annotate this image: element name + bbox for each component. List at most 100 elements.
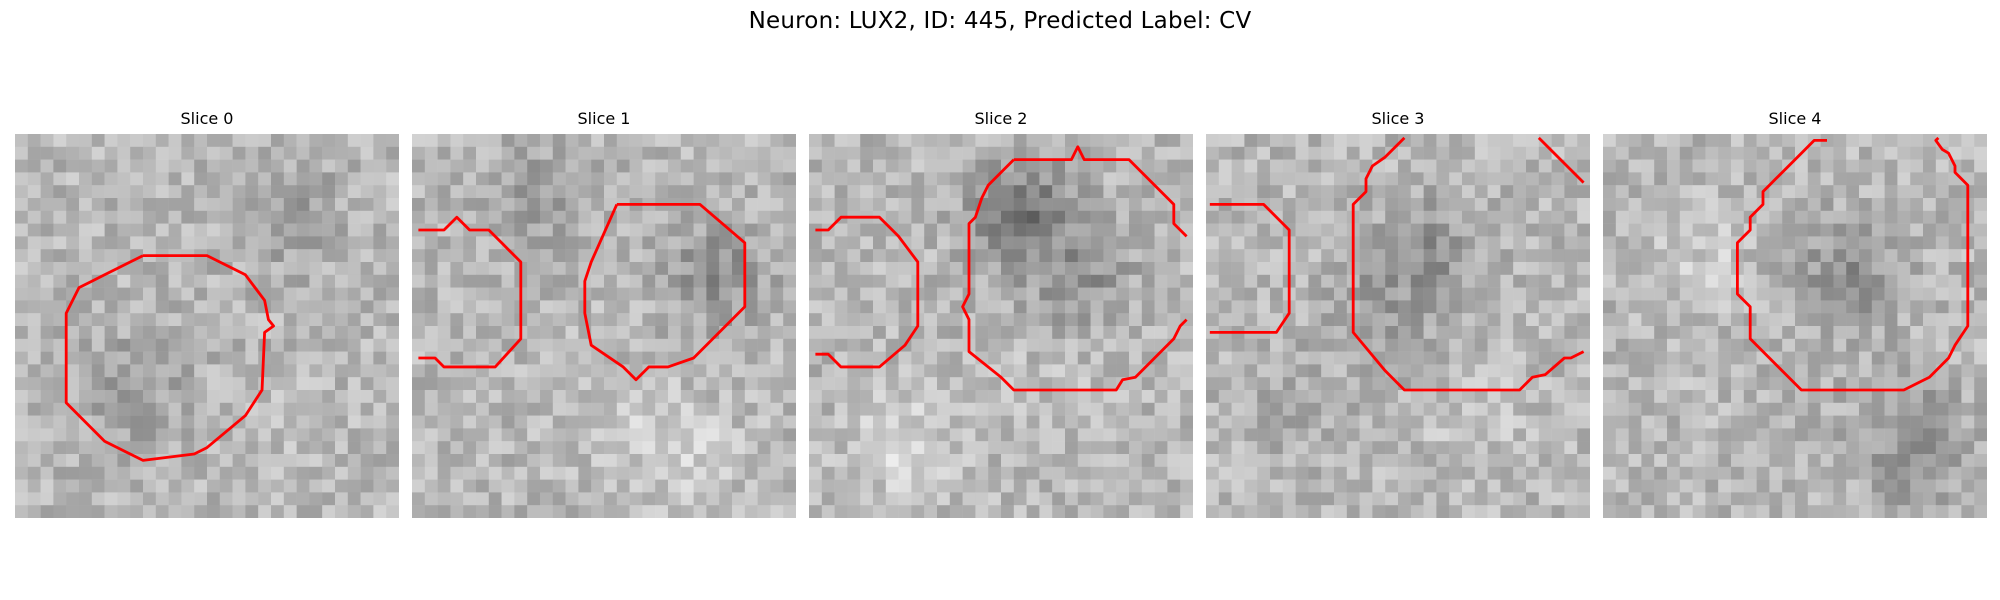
pixel <box>1244 428 1258 442</box>
pixel <box>873 441 887 455</box>
pixel <box>347 274 361 288</box>
pixel <box>655 159 669 173</box>
pixel <box>642 249 656 263</box>
pixel <box>27 402 41 416</box>
pixel <box>719 287 733 301</box>
pixel <box>1244 172 1258 186</box>
pixel <box>1743 441 1757 455</box>
pixel <box>1398 505 1412 518</box>
pixel <box>847 428 861 442</box>
pixel <box>1474 134 1488 148</box>
pixel <box>1321 236 1335 250</box>
pixel <box>642 479 656 493</box>
pixel <box>283 262 297 276</box>
pixel <box>1334 454 1348 468</box>
pixel <box>194 428 208 442</box>
pixel <box>1782 210 1796 224</box>
pixel <box>962 505 976 518</box>
pixel <box>1154 390 1168 404</box>
pixel <box>271 390 285 404</box>
pixel <box>1731 479 1745 493</box>
pixel <box>360 441 374 455</box>
pixel <box>655 377 669 391</box>
pixel <box>604 313 618 327</box>
pixel <box>604 466 618 480</box>
pixel <box>975 338 989 352</box>
pixel <box>1871 505 1885 518</box>
pixel <box>1871 274 1885 288</box>
pixel <box>629 249 643 263</box>
pixel <box>629 262 643 276</box>
pixel <box>1231 300 1245 314</box>
pixel <box>757 249 771 263</box>
pixel <box>1462 326 1476 340</box>
pixel <box>1167 492 1181 506</box>
pixel <box>335 479 349 493</box>
pixel <box>412 492 426 506</box>
pixel <box>1474 159 1488 173</box>
pixel <box>1769 236 1783 250</box>
pixel <box>245 185 259 199</box>
pixel <box>360 326 374 340</box>
pixel <box>885 249 899 263</box>
pixel <box>1270 134 1284 148</box>
pixel <box>309 441 323 455</box>
pixel <box>476 287 490 301</box>
pixel <box>360 210 374 224</box>
pixel <box>1833 274 1847 288</box>
pixel <box>437 313 451 327</box>
pixel <box>1001 428 1015 442</box>
pixel <box>1833 338 1847 352</box>
pixel <box>1423 402 1437 416</box>
pixel <box>1935 377 1949 391</box>
pixel <box>1065 236 1079 250</box>
pixel <box>53 274 67 288</box>
pixel <box>1500 274 1514 288</box>
pixel <box>1833 454 1847 468</box>
pixel <box>1538 223 1552 237</box>
pixel <box>1538 351 1552 365</box>
pixel <box>924 479 938 493</box>
pixel <box>552 172 566 186</box>
pixel <box>1513 159 1527 173</box>
pixel <box>1436 492 1450 506</box>
pixel <box>1218 134 1232 148</box>
pixel <box>975 326 989 340</box>
pixel-grid <box>1206 134 1590 518</box>
pixel <box>1295 210 1309 224</box>
pixel <box>386 236 399 250</box>
pixel <box>1065 210 1079 224</box>
pixel <box>1974 326 1987 340</box>
pixel <box>91 198 105 212</box>
pixel <box>809 390 823 404</box>
pixel <box>1423 198 1437 212</box>
pixel <box>1859 479 1873 493</box>
pixel <box>834 223 848 237</box>
pixel <box>1218 428 1232 442</box>
pixel <box>1410 466 1424 480</box>
pixel <box>1807 313 1821 327</box>
pixel <box>488 172 502 186</box>
pixel <box>1065 505 1079 518</box>
pixel <box>1897 300 1911 314</box>
pixel <box>1372 454 1386 468</box>
pixel <box>937 402 951 416</box>
pixel <box>1731 198 1745 212</box>
pixel <box>1615 364 1629 378</box>
pixel <box>1398 236 1412 250</box>
pixel <box>1948 505 1962 518</box>
pixel <box>1615 454 1629 468</box>
pixel <box>1385 262 1399 276</box>
pixel <box>1884 326 1898 340</box>
pixel <box>40 287 54 301</box>
pixel <box>578 364 592 378</box>
pixel <box>1013 415 1027 429</box>
pixel <box>1001 466 1015 480</box>
pixel <box>1910 492 1924 506</box>
pixel <box>847 492 861 506</box>
pixel <box>616 249 630 263</box>
pixel <box>1948 210 1962 224</box>
pixel <box>1526 223 1540 237</box>
pixel <box>937 505 951 518</box>
pixel <box>540 377 554 391</box>
